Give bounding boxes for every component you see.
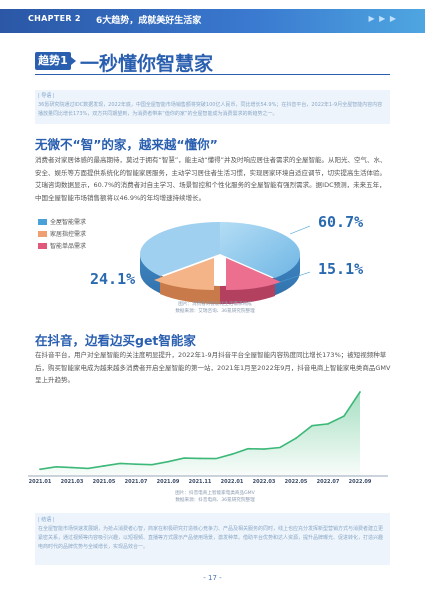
gmv-line-chart [28,391,388,477]
legend-swatch [38,231,47,237]
page-title: 一秒懂你智慧家 [80,53,214,75]
conclusion-label: | 结语 | [38,517,55,523]
x-axis-tick-label: 2022.09 [348,479,372,485]
guide-label: | 导语 | [38,93,55,99]
line-caption: 图片：抖音电商上智能家电类商品GMV 数据来源：抖音电商、36氪研究院整理 [150,490,280,504]
pie-value-whole-home: 60.7% [318,213,364,231]
title-divider [35,74,390,75]
gmv-data-point [263,448,265,451]
leader-line [279,271,310,283]
guide-box: | 导语 | 36氪研究院通过IDC数据发现，2022年底，中国全屋智能市场销售… [35,90,390,124]
gmv-data-point [135,463,137,466]
gmv-data-point [71,466,73,469]
pie-caption-source: 数据来源：艾瑞咨询、36氪研究院整理 [175,309,255,314]
gmv-area-fill [40,392,360,476]
legend-label: 全屋智能需求 [50,219,87,226]
gmv-data-point [359,391,361,393]
pie-slice-single-product [226,258,281,291]
arrow-decoration-icon: ▶ ▶ ▶ [368,14,397,23]
pie-chart [139,222,310,305]
gmv-data-point [231,453,233,456]
gmv-data-point [199,457,201,460]
pie-slice-whole-home-left [139,222,220,276]
line-caption-source: 数据来源：抖音电商、36氪研究院整理 [175,498,255,503]
section-title-douyin: 在抖音，边看边买get智能家 [35,333,196,348]
gmv-data-point [39,468,41,471]
x-axis-tick-label: 2021.09 [156,479,180,485]
x-axis-tick-label: 2021.01 [28,479,52,485]
section-title-smart-home: 无微不“智”的家，越来越“懂你” [35,137,218,152]
x-axis-tick-label: 2021.07 [124,479,148,485]
x-axis-tick-label: 2022.03 [252,479,276,485]
section-paragraph-smart-home: 消费者对家居体感的最高期待，莫过于拥有“智慧”，能主动“懂得”并及时响应居住者需… [35,156,387,202]
gmv-data-point [295,437,297,440]
gmv-data-point [327,423,329,425]
x-axis-tick-label: 2022.05 [284,479,308,485]
conclusion-text: 在全屋智能市场快速发展期，为抢占消费者心智，商家在积极研究打造核心竞争力、产品及… [38,526,384,550]
chapter-label: CHAPTER 2 [28,14,81,23]
legend-item: 智能单品需求 [38,242,86,254]
legend-item: 家居指控需求 [38,230,86,242]
chapter-header-bar: CHAPTER 2 6大趋势，成就美好生活家 ▶ ▶ ▶ [0,9,425,33]
legend-swatch [38,243,47,249]
x-axis-tick-label: 2021.05 [92,479,116,485]
conclusion-box: | 结语 | 在全屋智能市场快速发展期，为抢占消费者心智，商家在积极研究打造核心… [35,513,390,565]
legend-item: 全屋智能需求 [38,218,86,230]
guide-text: 36氪研究院通过IDC数据发现，2022年底，中国全屋智能市场销售额将突破100… [38,102,383,117]
pie-caption-title: 图片：消费者对智能化生活需求构成 [178,302,252,307]
pie-value-home-control: 24.1% [90,270,136,288]
page-number: - 17 - [203,574,222,582]
pie-legend: 全屋智能需求 家居指控需求 智能单品需求 [38,218,86,254]
trend-tag: 趋势1 [35,52,76,70]
pie-value-single-product: 15.1% [318,260,364,278]
section-paragraph-douyin: 在抖音平台，用户对全屋智能的关注度明显提升，2022年1-9月抖音平台全屋智能内… [35,351,391,385]
pie-slice-home-control [154,258,214,291]
x-axis-tick-label: 2022.07 [316,479,340,485]
gmv-data-point [103,465,105,467]
pie-slice-whole-home [220,222,301,278]
chapter-title: 6大趋势，成就美好生活家 [96,16,202,26]
x-axis-tick-label: 2021.03 [60,479,84,485]
x-axis-tick-label: 2021.11 [188,479,212,485]
legend-swatch [38,219,47,225]
legend-label: 智能单品需求 [50,243,87,250]
x-axis-labels: 2021.01 2021.03 2021.05 2021.07 2021.09 2021.… [28,479,388,487]
pie-caption: 图片：消费者对智能化生活需求构成 数据来源：艾瑞咨询、36氪研究院整理 [150,301,280,315]
legend-label: 家居指控需求 [50,231,87,238]
line-caption-title: 图片：抖音电商上智能家电类商品GMV [175,491,255,496]
x-axis-tick-label: 2022.01 [220,479,244,485]
gmv-data-point [167,460,169,463]
leader-line [289,225,310,235]
